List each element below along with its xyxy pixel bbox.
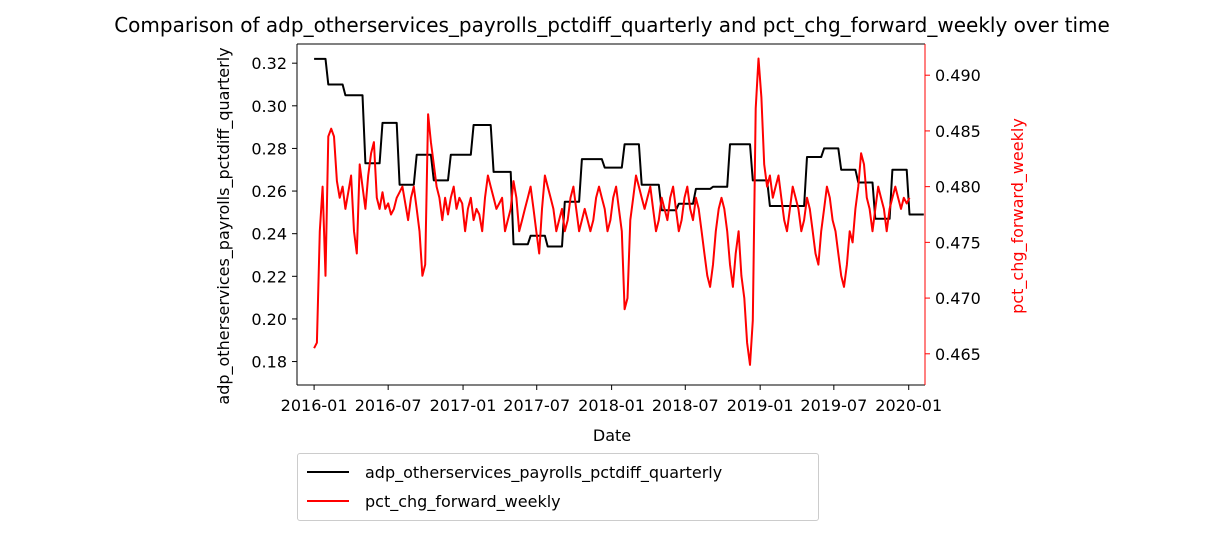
right-y-tick-label: 0.485 [935,122,981,141]
right-y-tick-label: 0.465 [935,345,981,364]
x-tick-label: 2020-01 [875,396,942,415]
legend-swatch-black [307,471,349,473]
left-y-tick-label: 0.20 [251,310,287,329]
left-y-tick-label: 0.32 [251,54,287,73]
x-tick-label: 2016-01 [281,396,348,415]
x-tick-label: 2017-01 [430,396,497,415]
left-y-axis-label: adp_otherservices_payrolls_pctdiff_quart… [214,47,234,404]
x-tick-label: 2019-07 [800,396,867,415]
series-line-left [314,57,924,248]
legend-swatch-red [307,500,349,502]
x-tick-label: 2018-01 [578,396,645,415]
left-y-tick-label: 0.26 [251,182,287,201]
left-y-tick-label: 0.18 [251,353,287,372]
right-y-tick-label: 0.470 [935,289,981,308]
left-y-tick-label: 0.24 [251,225,287,244]
left-y-tick-label: 0.28 [251,139,287,158]
x-axis-label: Date [593,426,631,445]
legend-label: adp_otherservices_payrolls_pctdiff_quart… [365,462,723,482]
legend-item-left-series: adp_otherservices_payrolls_pctdiff_quart… [298,460,722,484]
plot-area [313,57,924,366]
legend-label: pct_chg_forward_weekly [365,491,561,511]
legend: adp_otherservices_payrolls_pctdiff_quart… [297,453,819,521]
right-y-tick-label: 0.480 [935,178,981,197]
left-y-tick-label: 0.22 [251,267,287,286]
axes: 2016-01 2016-07 2017-01 2017-07 2018-01 2018-… [251,43,981,415]
chart-title: Comparison of adp_otherservices_payrolls… [114,13,1110,37]
series-line-right [313,57,911,366]
x-tick-label: 2018-07 [652,396,719,415]
x-tick-label: 2019-01 [727,396,794,415]
right-y-tick-label: 0.475 [935,233,981,252]
x-tick-label: 2016-07 [355,396,422,415]
left-y-tick-label: 0.30 [251,97,287,116]
x-tick-label: 2017-07 [503,396,570,415]
right-y-tick-label: 0.490 [935,66,981,85]
right-y-axis-label: pct_chg_forward_weekly [1008,118,1028,314]
legend-item-right-series: pct_chg_forward_weekly [298,489,561,513]
